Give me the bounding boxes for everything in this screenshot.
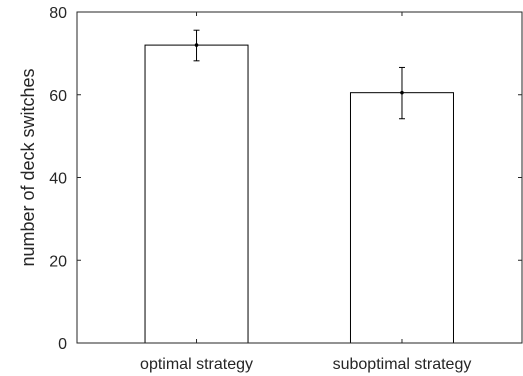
y-tick-label: 0 [58,336,67,353]
x-tick-label-group: optimal strategy suboptimal strategy [140,12,471,373]
bar-optimal-strategy [144,44,249,344]
bar-suboptimal-strategy [349,92,454,344]
y-tick-label: 80 [49,5,67,22]
y-tick-label: 60 [49,88,67,105]
x-tick-label: suboptimal strategy [333,356,472,373]
y-tick-group: 0 20 40 60 80 [49,5,522,353]
y-axis-label: number of deck switches [18,68,38,266]
y-tick-label: 40 [49,171,67,188]
mean-point [400,90,404,95]
axes-box [76,11,523,344]
y-tick-label: 20 [49,253,67,270]
x-tick-label: optimal strategy [140,356,253,373]
bar-group [144,44,454,344]
error-bar-group [193,29,405,120]
mean-point [194,43,199,47]
